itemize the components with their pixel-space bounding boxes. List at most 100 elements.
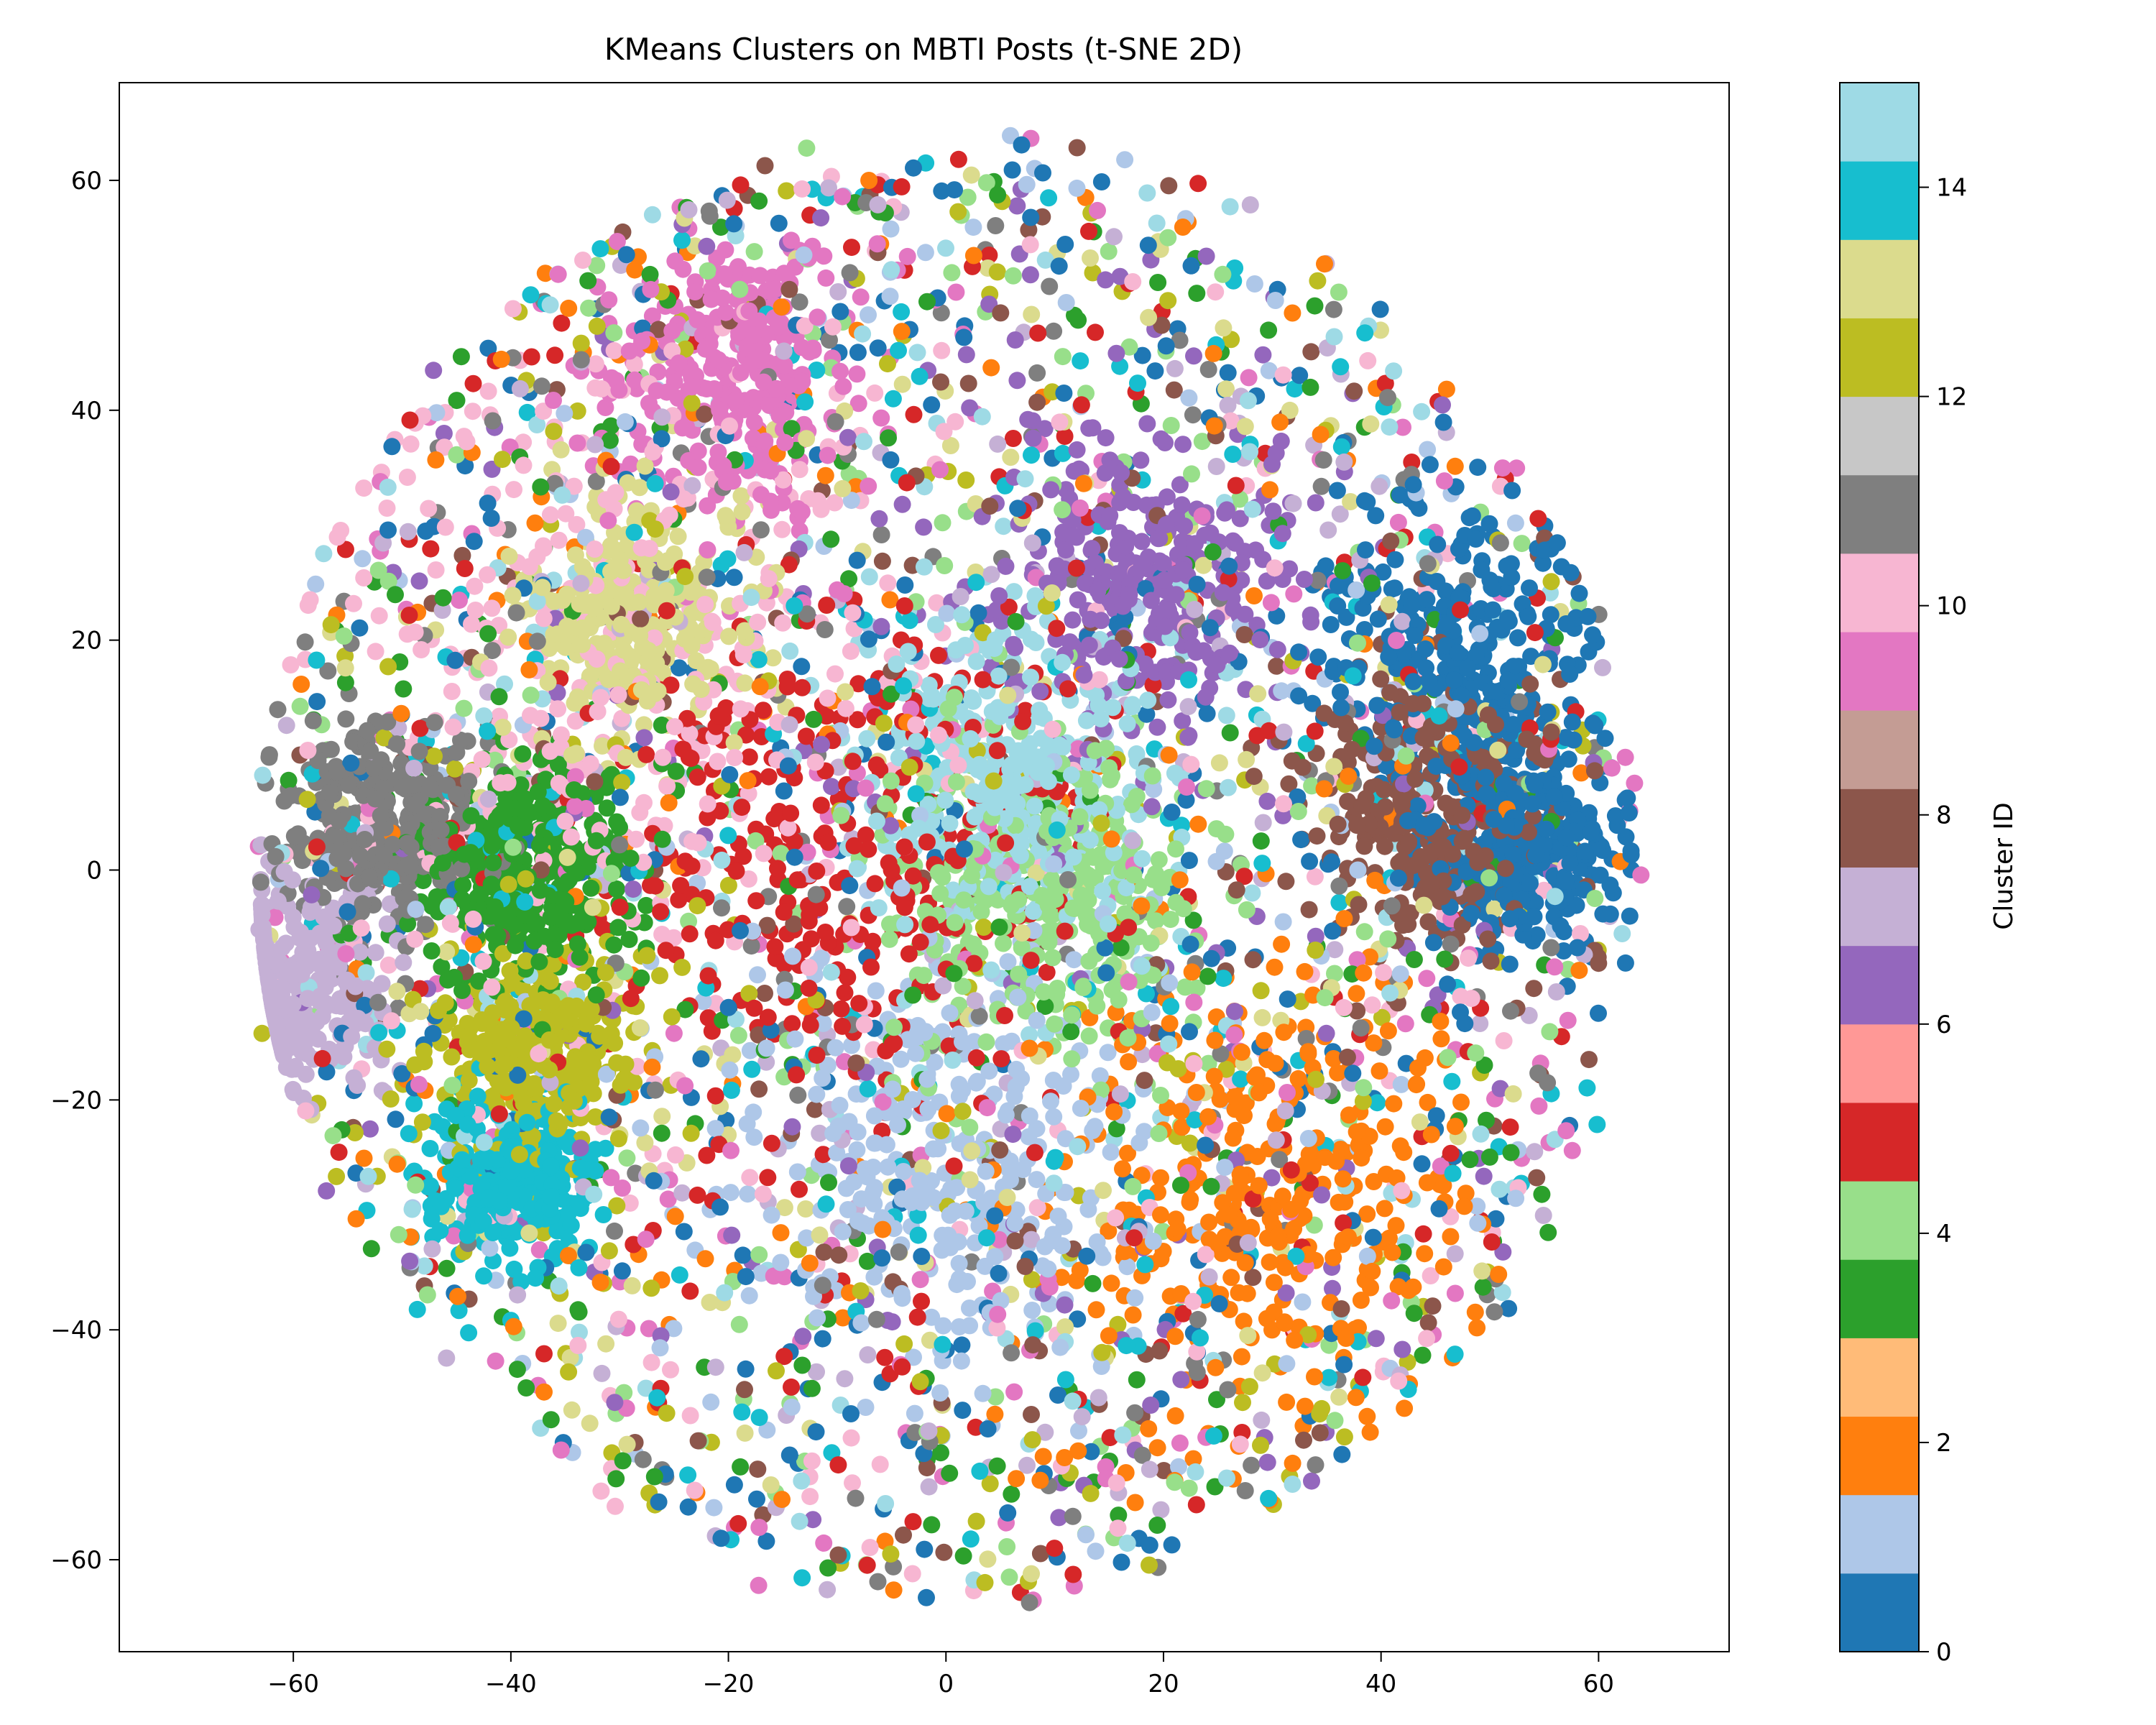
scatter-point [751,267,769,285]
scatter-point [1446,1284,1464,1302]
scatter-point [550,531,568,549]
scatter-point [337,710,355,728]
scatter-point [675,1223,693,1241]
scatter-point [291,697,309,715]
scatter-point [436,438,453,456]
scatter-point [879,1158,897,1176]
scatter-point [982,359,1000,377]
scatter-point [1138,705,1156,723]
scatter-point [834,377,852,395]
scatter-point [979,1550,997,1568]
scatter-point [1363,996,1381,1014]
scatter-point [936,791,954,809]
scatter-point [1296,1397,1314,1415]
scatter-point [858,1252,876,1270]
scatter-point [1129,374,1146,392]
scatter-point [345,594,362,612]
scatter-point [1539,1223,1557,1241]
scatter-point [895,1335,913,1353]
scatter-point [1023,1406,1040,1423]
scatter-point [740,785,757,803]
scatter-point [1526,1143,1544,1161]
scatter-point [1256,1031,1273,1049]
scatter-point [1336,1193,1354,1211]
scatter-point [1155,1462,1173,1479]
scatter-point [642,1353,660,1371]
scatter-point [703,1022,721,1040]
scatter-point [1138,415,1156,433]
scatter-point [606,1222,623,1240]
scatter-point [1007,612,1025,630]
scatter-point [1355,621,1373,638]
scatter-point [1023,305,1041,323]
scatter-point [1294,758,1312,776]
scatter-point [1260,362,1278,380]
scatter-point [1594,658,1611,676]
scatter-point [941,437,959,454]
scatter-point [378,500,396,517]
scatter-point [911,1271,929,1289]
scatter-point [1403,454,1421,471]
scatter-point [1383,1292,1401,1310]
scatter-point [568,402,586,420]
scatter-point [1392,1075,1410,1093]
scatter-point [347,1210,365,1228]
scatter-point [1241,443,1258,461]
scatter-point [1118,714,1136,732]
scatter-point [1278,1355,1296,1373]
scatter-point [1080,419,1098,437]
scatter-point [592,1482,610,1500]
scatter-point [754,1185,772,1203]
scatter-point [1304,694,1322,712]
scatter-point [1330,893,1348,911]
scatter-point [1141,1536,1158,1554]
scatter-point [653,1108,671,1126]
scatter-point [724,1046,742,1064]
scatter-point [1148,214,1166,232]
scatter-point [1349,634,1366,652]
scatter-point [750,192,768,210]
scatter-point [881,288,899,305]
scatter-point [775,1348,793,1366]
scatter-point [1358,1247,1376,1265]
scatter-point [729,1514,747,1532]
scatter-point [797,1200,815,1218]
scatter-point [819,1559,837,1577]
scatter-point [1171,476,1189,494]
scatter-point [1124,1306,1142,1324]
scatter-point [1063,1050,1081,1068]
scatter-point [895,1526,912,1544]
scatter-point [355,1149,373,1167]
scatter-point [1333,1445,1351,1463]
scatter-point [871,1455,889,1473]
scatter-point [1345,382,1363,400]
scatter-point [574,973,592,991]
scatter-point [1180,389,1198,407]
scatter-point [415,1257,433,1275]
scatter-point [948,1276,966,1294]
scatter-point [812,209,830,227]
scatter-point [931,461,949,479]
scatter-point [819,1581,837,1598]
scatter-point [1303,1472,1320,1490]
scatter-point [893,303,911,321]
scatter-point [764,649,782,667]
scatter-point [864,932,882,950]
scatter-point [464,402,482,420]
scatter-point [1034,164,1051,182]
scatter-point [807,1423,825,1441]
scatter-point [906,1404,923,1422]
scatter-point [1118,1258,1136,1276]
scatter-point [849,395,867,413]
scatter-point [598,799,616,817]
scatter-point [947,283,965,301]
scatter-point [1000,1568,1018,1586]
scatter-point [637,896,655,914]
scatter-point [806,753,824,771]
scatter-point [542,1411,560,1429]
scatter-point [522,286,540,304]
scatter-point [501,1239,519,1257]
scatter-point [445,1227,463,1245]
scatter-point [388,1155,406,1173]
